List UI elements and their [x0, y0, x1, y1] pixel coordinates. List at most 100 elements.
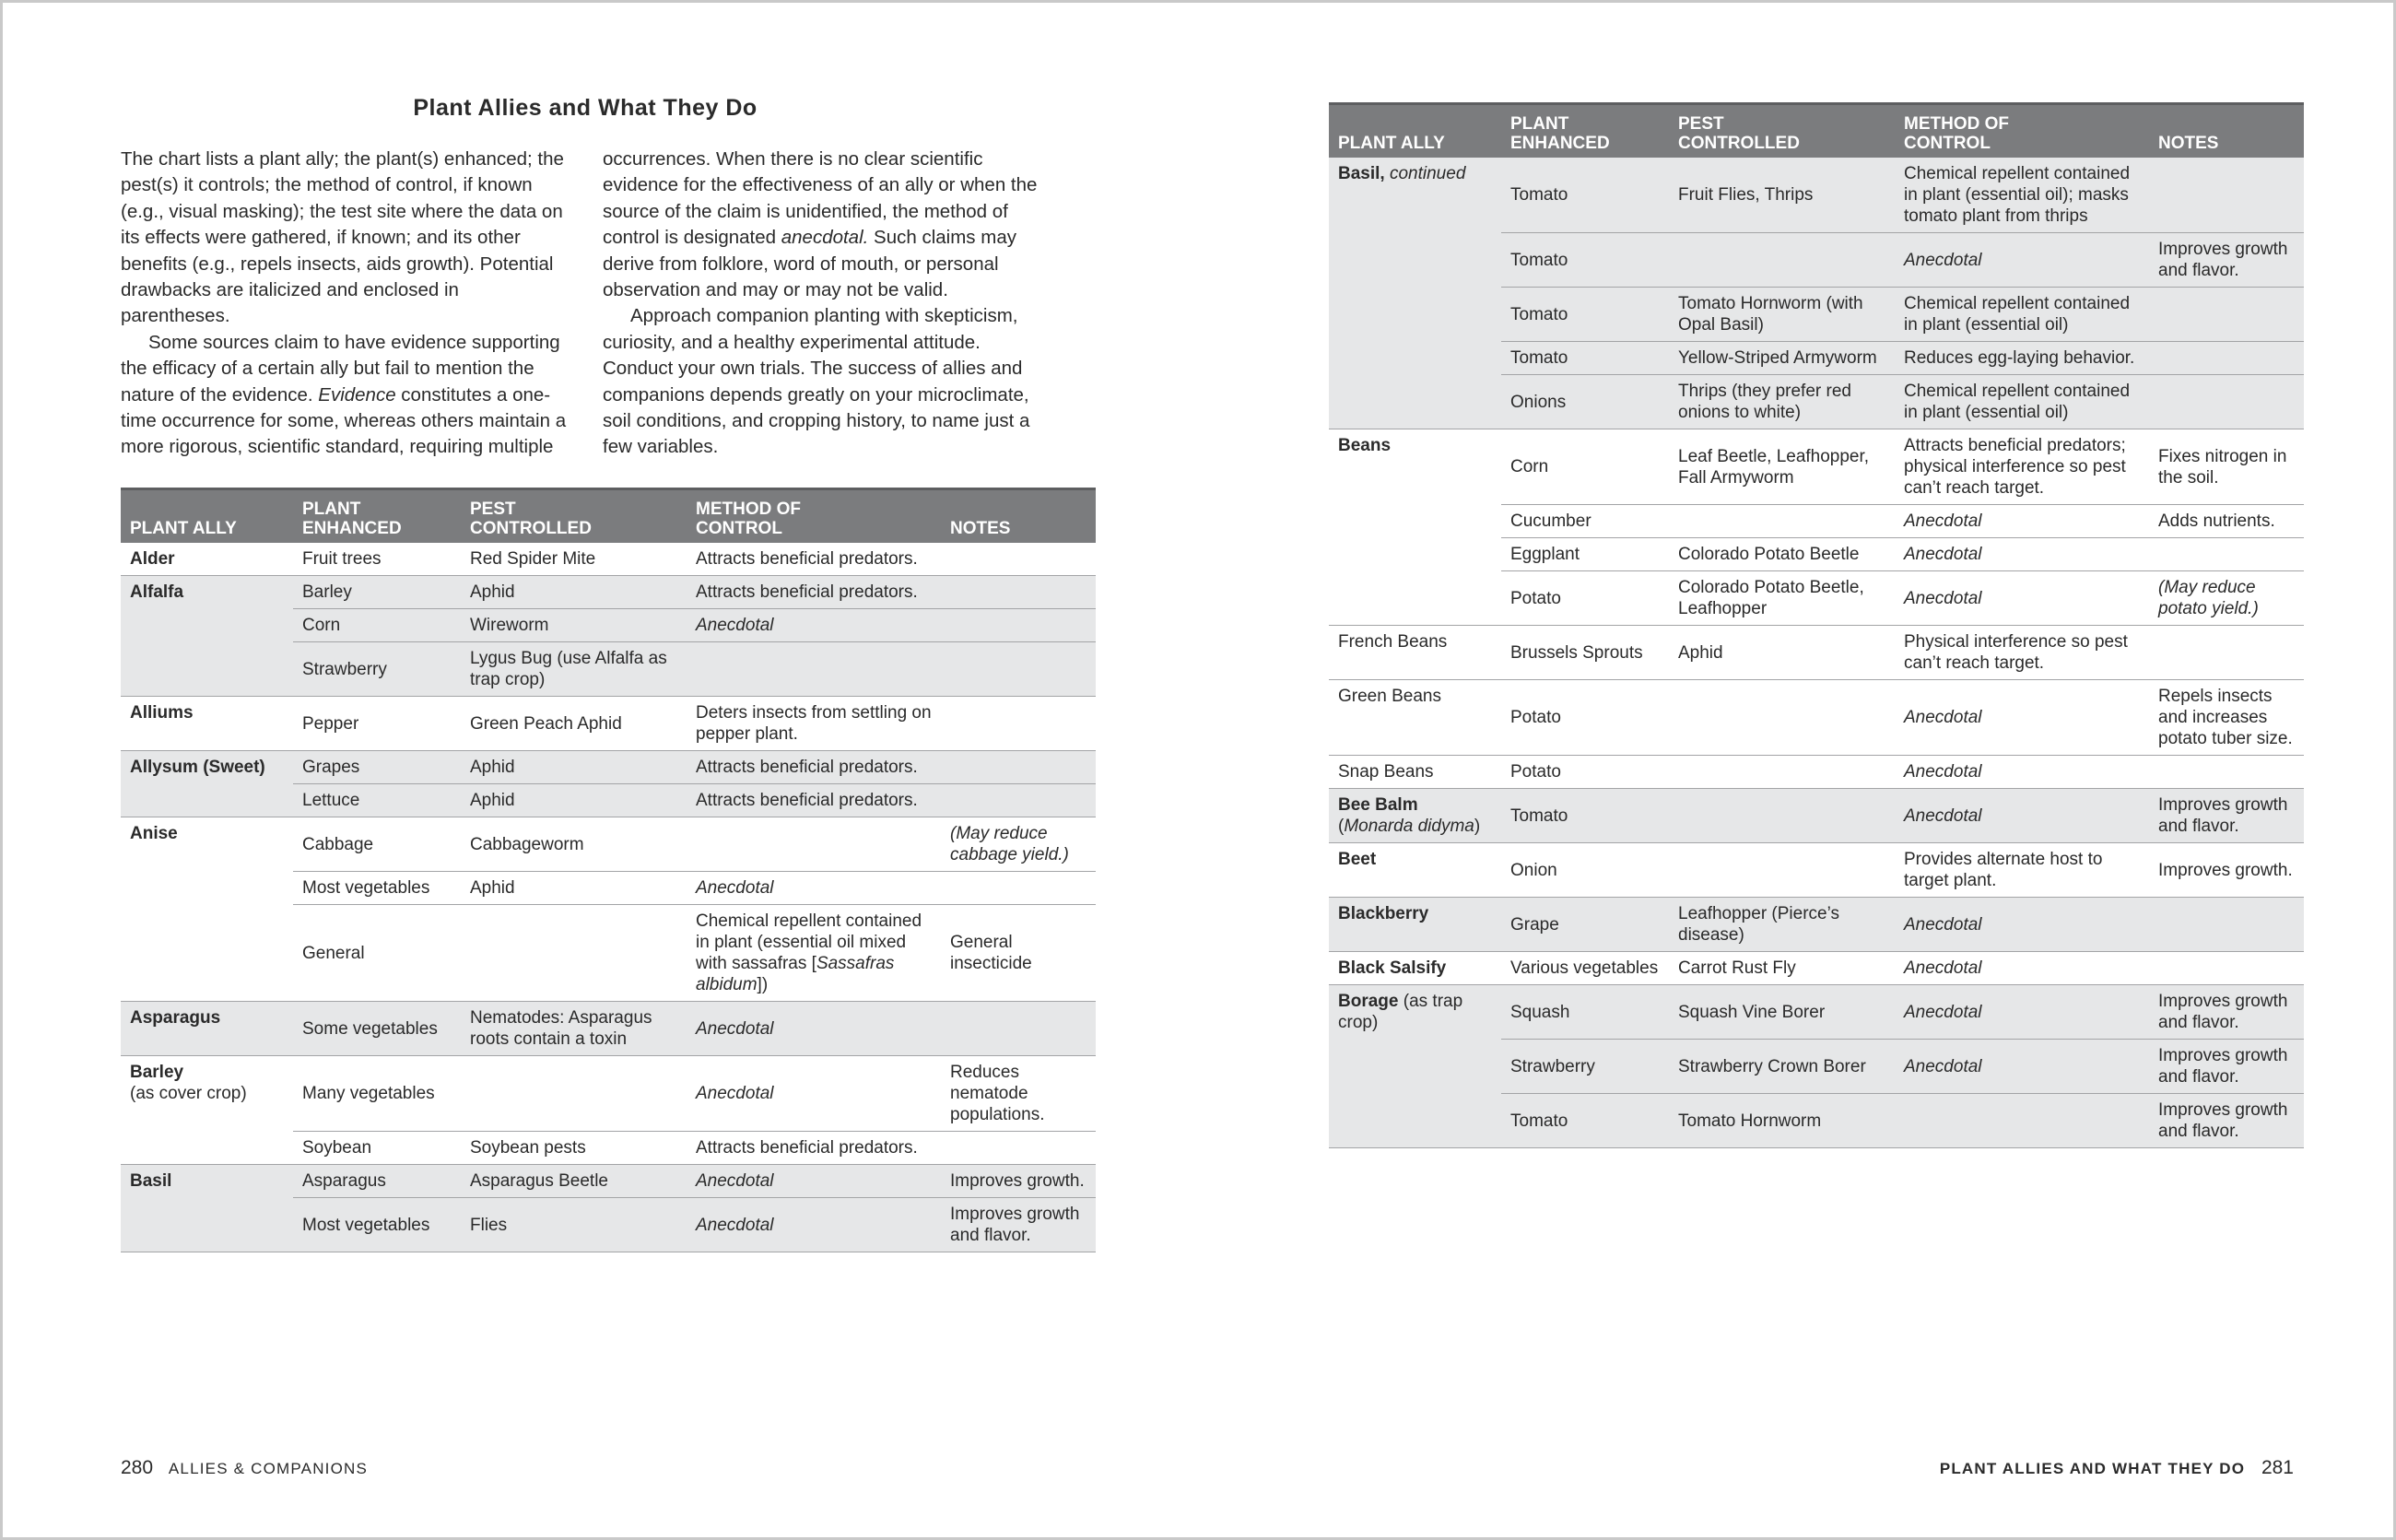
table-cell: Red Spider Mite [461, 543, 687, 576]
table-cell: Aphid [461, 575, 687, 609]
table-row: Alliums Pepper Green Peach Aphid Deters ins… [121, 696, 1096, 751]
table-cell: Soybean pests [461, 1131, 687, 1165]
table-cell [941, 783, 1096, 817]
table-cell: Tomato [1501, 158, 1669, 233]
plant-ally: Alliums [121, 696, 293, 751]
plant-ally: Blackberry [1329, 897, 1501, 952]
table-cell: Colorado Potato Beetle, Leafhopper [1669, 570, 1895, 626]
footer-right: PLANT ALLIES AND WHAT THEY DO 281 [1940, 1457, 2294, 1479]
table-cell: Reduces egg-laying behavior. [1895, 341, 2149, 375]
table-cell: Flies [461, 1197, 687, 1252]
text-run: Anecdotal [1904, 1002, 1982, 1022]
plant-ally: Beans [1329, 429, 1501, 626]
table-cell [2149, 374, 2304, 429]
text-run: Basil [130, 1171, 172, 1191]
table-cell: Leaf Beetle, Leafhopper, Fall Armyworm [1669, 429, 1895, 505]
table-cell: Anecdotal [687, 1197, 941, 1252]
table-cell: Aphid [461, 871, 687, 905]
table-cell: Strawberry [1501, 1039, 1669, 1094]
plant-ally: Snap Beans [1329, 755, 1501, 789]
table-cell: Cabbage [293, 817, 461, 872]
column-header: NOTES [2149, 102, 2304, 158]
table-row: Potato Colorado Potato Beetle, Leafhopper… [1329, 570, 2304, 626]
table-cell: Repels insects and increases potato tube… [2149, 679, 2304, 756]
table-cell [1669, 504, 1895, 538]
table-cell: Leafhopper (Pierce’s disease) [1669, 897, 1895, 952]
table-cell: (May reduce cabbage yield.) [941, 817, 1096, 872]
text-run: Chemical repellent contained in plant (e… [696, 911, 922, 973]
table-cell: Deters insects from settling on pepper p… [687, 696, 941, 751]
text-run: Black Salsify [1338, 958, 1447, 978]
column-header: METHOD OF CONTROL [687, 488, 941, 543]
table-cell: Barley [293, 575, 461, 609]
table-cell: Chemical repellent contained in plant (e… [687, 904, 941, 1002]
table-cell: Improves growth and flavor. [2149, 232, 2304, 288]
text-run: Approach companion planting with skeptic… [603, 305, 1030, 458]
column-header: PEST CONTROLLED [1669, 102, 1895, 158]
text-run: Such claims may derive from folklore, wo… [603, 227, 1016, 301]
text-run: Anecdotal [1904, 914, 1982, 935]
text-run: continued [1389, 164, 1466, 183]
table-row: Alder Fruit trees Red Spider Mite Attracts … [121, 543, 1096, 576]
column-header: METHOD OF CONTROL [1895, 102, 2149, 158]
table-row: Blackberry Grape Leafhopper (Pierce’s dise… [1329, 897, 2304, 952]
table-cell: Attracts beneficial predators. [687, 783, 941, 817]
table-cell: Improves growth. [2149, 842, 2304, 898]
table-row: Most vegetables Flies Anecdotal Improves gr… [121, 1197, 1096, 1252]
table-cell [2149, 287, 2304, 342]
table-cell: Lettuce [293, 783, 461, 817]
table-cell: Anecdotal [1895, 755, 2149, 789]
table-cell: Carrot Rust Fly [1669, 951, 1895, 985]
table-row: Green Beans Potato Anecdotal Repels insects… [1329, 679, 2304, 756]
intro-text: The chart lists a plant ally; the plant(… [121, 147, 1051, 461]
allies-table-right: PLANT ALLY PLANT ENHANCED PEST CONTROLLED M… [1329, 102, 2304, 1148]
plant-ally: Bee Balm (Monarda didyma) [1329, 788, 1501, 843]
table-cell: Tomato [1501, 232, 1669, 288]
text-run: (as trap crop) [1338, 992, 1463, 1032]
plant-ally: Borage (as trap crop) [1329, 984, 1501, 1148]
text-run: Anecdotal [696, 1171, 774, 1191]
header-row: PLANT ALLY PLANT ENHANCED PEST CONTROLLED M… [1329, 102, 2304, 158]
text-run: Blackberry [1338, 904, 1429, 923]
table-row: Borage (as trap crop) Squash Squash Vine B… [1329, 984, 2304, 1148]
table-cell: Potato [1501, 570, 1669, 626]
table-row: Snap Beans Potato Anecdotal [1329, 755, 2304, 789]
table-row: Bee Balm (Monarda didyma) Tomato Anecdotal… [1329, 788, 2304, 843]
running-head: ALLIES & COMPANIONS [168, 1460, 369, 1477]
table-row: Barley (as cover crop) Many vegetables Ane… [121, 1055, 1096, 1165]
table-row: Strawberry Lygus Bug (use Alfalfa as trap… [121, 641, 1096, 697]
table-cell: Lygus Bug (use Alfalfa as trap crop) [461, 641, 687, 697]
table-cell [2149, 625, 2304, 680]
table-cell [2149, 897, 2304, 952]
text-run: Anecdotal [1904, 958, 1982, 978]
text-run: Basil, [1338, 164, 1390, 183]
table-cell: Anecdotal [1895, 897, 2149, 952]
table-cell: Improves growth and flavor. [2149, 1093, 2304, 1148]
table-cell: Onion [1501, 842, 1669, 898]
table-row: Cucumber Anecdotal Adds nutrients. [1329, 504, 2304, 538]
table-cell: Corn [1501, 429, 1669, 505]
table-cell [941, 1131, 1096, 1165]
text-run: Some sources claim to have evidence supp… [121, 331, 560, 406]
table-cell: Physical interference so pest can’t reac… [1895, 625, 2149, 680]
table-cell: Improves growth and flavor. [2149, 1039, 2304, 1094]
table-row: Beans Corn Leaf Beetle, Leafhopper, Fall A… [1329, 429, 2304, 626]
table-cell: Colorado Potato Beetle [1669, 537, 1895, 571]
table-cell: Soybean [293, 1131, 461, 1165]
table-cell: Attracts beneficial predators. [687, 1131, 941, 1165]
column-header: PLANT ENHANCED [1501, 102, 1669, 158]
table-cell: Aphid [461, 783, 687, 817]
text-run: ( [1338, 817, 1345, 836]
column-header: PLANT ALLY [121, 488, 293, 543]
table-cell: Nematodes: Asparagus roots contain a tox… [461, 1001, 687, 1056]
page-title: Plant Allies and What They Do [413, 95, 758, 121]
table-row: Corn Wireworm Anecdotal [121, 608, 1096, 642]
table-row: Tomato Yellow-Striped Armyworm Reduces egg… [1329, 341, 2304, 375]
table-cell: Squash Vine Borer [1669, 984, 1895, 1040]
table-cell [2149, 341, 2304, 375]
table-cell: Anecdotal [1895, 570, 2149, 626]
text-run: Anise [130, 824, 178, 843]
table-cell: Tomato [1501, 287, 1669, 342]
text-run: ) [1474, 817, 1481, 836]
table-cell: Attracts beneficial predators. [687, 543, 941, 576]
